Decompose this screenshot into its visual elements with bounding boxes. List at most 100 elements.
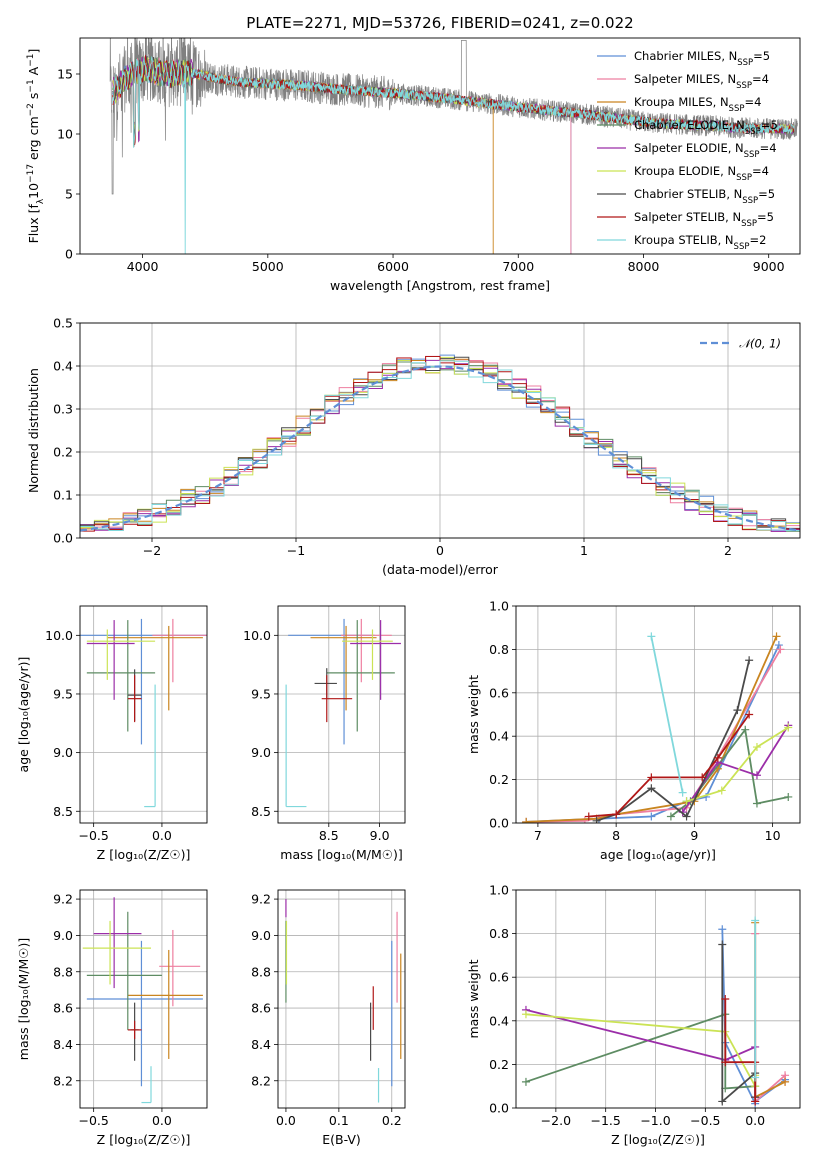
- mass-weight-vs-age-frame: [515, 605, 801, 824]
- y-tick-label: 0.5: [53, 316, 73, 331]
- age-vs-mass-panel: 8.5 9.0 8.5 9.0 9.5 10.0 mass [log₁₀(M/M☉)]: [243, 605, 406, 862]
- y-tick-label: 9.2: [53, 892, 73, 907]
- x-tick-label: −2.0: [541, 1113, 571, 1128]
- y-tick-label: 9.0: [251, 928, 271, 943]
- weight-marker: [741, 725, 750, 734]
- x-tick-label: 0.2: [382, 1113, 402, 1128]
- mass-vs-z-frame: [79, 889, 208, 1109]
- weight-marker: [612, 810, 621, 819]
- weight-marker: [752, 799, 761, 808]
- x-tick-label: 7: [534, 828, 542, 843]
- weight-marker: [745, 656, 754, 665]
- y-tick-label: 0.0: [53, 531, 73, 546]
- weight-marker: [776, 645, 785, 654]
- spectrum-legend: Chabrier MILES, NSSP=5 Salpeter MILES, NS…: [597, 49, 778, 252]
- x-tick-label: 7000: [502, 259, 534, 274]
- x-tick-label: −0.5: [78, 1113, 108, 1128]
- y-tick-label: 0.0: [489, 816, 509, 831]
- weight-marker: [784, 723, 793, 732]
- y-axis-label: age [log₁₀(age/yr)]: [16, 657, 31, 773]
- y-tick-label: 0.4: [489, 1013, 509, 1028]
- legend-entry: 𝒩(0, 1): [739, 337, 781, 351]
- legend-entry: Chabrier ELODIE, NSSP=5: [634, 118, 778, 137]
- spectrum-panel: 4000 5000 6000 7000 8000 9000 0 5 10 15 wavelength…: [26, 37, 801, 293]
- y-tick-label: 10: [57, 127, 73, 142]
- weight-marker: [718, 925, 727, 934]
- weight-line-kroupa-miles: [751, 918, 790, 1102]
- x-axis-label: E(B-V): [322, 1132, 361, 1147]
- y-tick-label: 8.4: [251, 1037, 271, 1052]
- errorbar-salpeter-miles: [340, 618, 392, 683]
- age-vs-z-panel: −0.5 0.0 8.5 9.0 9.5 10.0 Z [log₁₀(Z/Z☉)] age […: [16, 605, 208, 862]
- x-tick-label: 6000: [377, 259, 409, 274]
- errorbar-kroupa-elodie: [82, 920, 152, 985]
- errorbar-salpeter-elodie: [93, 897, 142, 989]
- y-tick-label: 8.2: [251, 1073, 271, 1088]
- y-tick-label: 15: [57, 67, 73, 82]
- errorbar-kroupa-elodie: [86, 629, 156, 680]
- errorbar-kroupa-stelib: [144, 684, 156, 808]
- mass-weight-vs-age-panel: 7 8 9 10 0.0 0.2 0.4 0.6 0.8 1.0 age [log₁₀(age/yr…: [466, 599, 801, 862]
- weight-marker: [751, 1073, 760, 1082]
- residuals-panel: −2 −1 0 1 2 0.0 0.1 0.2 0.3 0.4 0.5 (data-model)/er…: [26, 316, 801, 577]
- weight-marker: [721, 1058, 730, 1067]
- x-tick-label: 0.1: [329, 1113, 349, 1128]
- weight-line-chabrier-elodie: [521, 1010, 760, 1093]
- weight-marker: [713, 753, 722, 762]
- x-tick-label: 8000: [628, 259, 660, 274]
- y-tick-label: 0.6: [489, 685, 509, 700]
- y-tick-label: 10.0: [45, 628, 73, 643]
- spectrum-plot-area: [109, 38, 798, 254]
- y-tick-label: 8.2: [53, 1073, 73, 1088]
- errorbar-salpeter-miles: [152, 618, 207, 683]
- age-vs-mass-frame: [277, 605, 406, 824]
- age-vs-z-plot-area: [80, 618, 207, 808]
- weight-marker: [752, 743, 761, 752]
- y-tick-label: 9.5: [251, 686, 271, 701]
- x-tick-label: −1.0: [640, 1113, 670, 1128]
- x-tick-label: 9.0: [370, 828, 390, 843]
- weight-marker: [774, 641, 783, 650]
- y-tick-label: 0.2: [53, 445, 73, 460]
- mass-weight-vs-age-grid: [516, 605, 800, 824]
- y-tick-label: 1.0: [489, 599, 509, 614]
- legend-entry: Salpeter STELIB, NSSP=5: [634, 210, 774, 229]
- y-axis-label: Flux [fλ10−17 erg cm−2 s−1 A−1]: [26, 49, 46, 244]
- errorbar-kroupa-miles: [310, 625, 377, 711]
- weight-marker: [592, 816, 601, 823]
- y-tick-label: 0.3: [53, 402, 73, 417]
- legend-entry: Kroupa ELODIE, NSSP=4: [634, 164, 769, 183]
- y-tick-label: 9.0: [53, 745, 73, 760]
- x-tick-label: 8: [612, 828, 620, 843]
- y-tick-label: 10.0: [243, 628, 271, 643]
- x-tick-label: 0.0: [152, 1113, 172, 1128]
- model-line-kroupa-stelib: [112, 55, 795, 254]
- x-tick-label: 5000: [252, 259, 284, 274]
- weight-marker: [647, 773, 656, 782]
- mass-vs-ebv-grid: [278, 890, 405, 1108]
- age-vs-z-frame: [79, 605, 208, 824]
- errorbar-kroupa-miles: [127, 949, 203, 1059]
- y-axis-label: mass weight: [466, 675, 481, 754]
- weight-marker: [682, 812, 691, 821]
- errorbar-chabrier-elodie: [86, 620, 156, 732]
- weight-marker: [752, 771, 761, 780]
- y-tick-label: 0.1: [53, 488, 73, 503]
- legend-entry: Chabrier STELIB, NSSP=5: [634, 187, 775, 206]
- errorbar-salpeter-elodie: [86, 620, 135, 700]
- weight-line-salpeter-miles: [522, 645, 785, 823]
- weight-line-kroupa-elodie: [521, 1010, 760, 1091]
- x-tick-label: 2: [724, 543, 732, 558]
- mass-vs-z-plot-area: [82, 897, 203, 1104]
- weight-line-kroupa-stelib: [647, 632, 687, 797]
- y-tick-label: 0.4: [53, 359, 73, 374]
- weight-marker: [718, 1097, 727, 1106]
- y-tick-label: 8.4: [53, 1037, 73, 1052]
- weight-line-salpeter-stelib: [584, 710, 754, 821]
- mass-weight-vs-age-plot-area: [522, 632, 793, 823]
- weight-line-kroupa-elodie: [682, 723, 793, 806]
- weight-marker: [647, 812, 656, 821]
- y-tick-label: 0.4: [489, 729, 509, 744]
- x-axis-label: Z [log₁₀(Z/Z☉)]: [97, 1132, 191, 1147]
